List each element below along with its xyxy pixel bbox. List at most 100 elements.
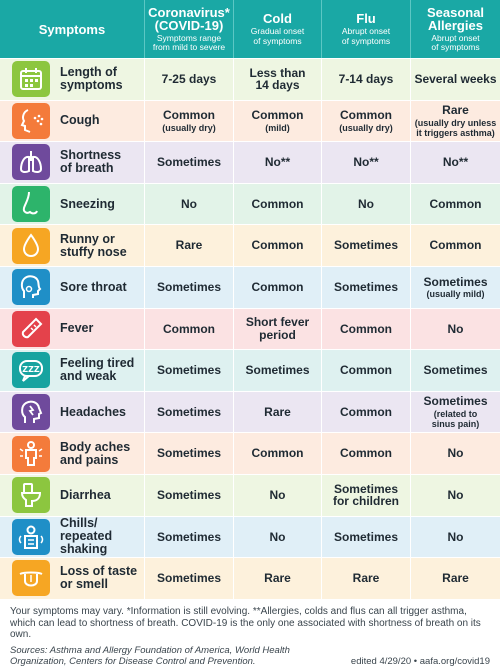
header-symptoms: Symptoms [0, 0, 145, 58]
symptom-label: Loss of taste or smell [60, 564, 138, 592]
header-flu: Flu Abrupt onset of symptoms [322, 0, 411, 58]
table-row-body-aches-and-pains: Body aches and pains Sometimes Common Commo… [0, 433, 500, 475]
value-cell: No [322, 183, 411, 225]
table-row-shortness-of-breath: Shortness of breath Sometimes No** No** No** [0, 142, 500, 184]
value-text: Common [340, 108, 392, 123]
calendar-icon [12, 61, 50, 98]
value-text: Rare [264, 404, 291, 419]
value-text: No [181, 196, 197, 211]
value-text: Common [251, 196, 304, 211]
value-cell: Sometimes [322, 266, 411, 308]
table-row-sore-throat: Sore throat Sometimes Common Sometimes Somet… [0, 266, 500, 309]
value-cell: Common [234, 266, 322, 308]
value-cell: 7-25 days [145, 59, 234, 100]
value-cell: Common (usually dry) [322, 100, 411, 142]
footer: Your symptoms may vary. *Information is … [0, 600, 500, 671]
header-coronavirus-covid-19: Coronavirus* (COVID-19) Symptoms range fr… [145, 0, 234, 58]
value-text: Sometimes [156, 363, 222, 378]
symptom-label: Sneezing [60, 196, 115, 211]
value-cell: Sometimes [145, 142, 234, 183]
value-text: Common [251, 108, 304, 123]
value-cell: Sometimes for children [322, 474, 411, 516]
value-text: Sometimes [423, 363, 488, 378]
value-cell: Common [234, 433, 322, 474]
value-text: Common [340, 363, 392, 378]
symptom-cell: Sore throat [0, 266, 145, 308]
value-cell: No** [234, 142, 322, 183]
table-row-chills-repeated-shaking: Chills/ repeated shaking Sometimes No Somet… [0, 516, 500, 559]
value-cell: Common [411, 225, 500, 266]
value-cell: Common [411, 184, 500, 225]
header-cold: Cold Gradual onset of symptoms [234, 0, 322, 58]
value-text: Rare [352, 571, 380, 586]
value-cell: Sometimes [322, 516, 411, 558]
value-text: Sometimes [333, 529, 399, 544]
value-text: Rare [442, 103, 469, 118]
value-cell: No [411, 433, 500, 474]
value-cell: Sometimes [145, 350, 234, 391]
lungs-icon [12, 144, 50, 181]
value-text: Rare [442, 571, 469, 586]
value-text: Rare [175, 238, 203, 253]
value-cell: Sometimes (usually mild) [411, 267, 500, 308]
value-text: No [447, 529, 464, 544]
value-cell: Sometimes [411, 350, 500, 391]
value-text: Common [340, 321, 392, 336]
droplet-icon [12, 227, 50, 264]
value-note: (mild) [265, 122, 290, 133]
symptom-label: Shortness of breath [60, 148, 122, 176]
symptom-label: Body aches and pains [60, 439, 131, 467]
symptom-cell: Loss of taste or smell [0, 558, 145, 599]
value-text: Short fever period [245, 315, 310, 342]
value-cell: Sometimes (related to sinus pain) [411, 392, 500, 433]
symptom-cell: Shortness of breath [0, 142, 145, 183]
body-aches-icon [12, 435, 50, 472]
value-cell: Several weeks [411, 59, 500, 100]
edited-date: edited 4/29/20 • aafa.org/covid19 [350, 655, 490, 667]
value-text: No** [353, 155, 379, 170]
value-cell: Sometimes [145, 433, 234, 474]
value-note: (usually dry) [339, 122, 393, 133]
value-cell: Short fever period [234, 308, 322, 350]
value-text: Common [251, 446, 304, 461]
symptom-cell: Cough [0, 100, 145, 142]
value-cell: Less than 14 days [234, 59, 322, 100]
value-cell: No [411, 517, 500, 558]
value-cell: Rare [234, 391, 322, 433]
thermometer-icon [12, 310, 50, 347]
symptom-cell: Fever [0, 308, 145, 350]
value-text: Common [340, 446, 392, 461]
value-text: 7-14 days [338, 72, 394, 87]
value-text: Sometimes [423, 274, 488, 289]
value-note: (usually dry) [162, 122, 216, 133]
value-text: No [269, 487, 286, 502]
value-note: (usually mild) [426, 289, 485, 300]
table-row-length-of-symptoms: Length of symptoms 7-25 days Less than 14 … [0, 59, 500, 101]
symptom-cell: Runny or stuffy nose [0, 225, 145, 266]
table-header: Symptoms Coronavirus* (COVID-19) Symptoms … [0, 0, 500, 58]
throat-icon [12, 269, 50, 306]
value-cell: Common [322, 308, 411, 350]
value-cell: No [234, 474, 322, 516]
symptom-label: Length of symptoms [60, 65, 123, 93]
value-cell: Sometimes [145, 558, 234, 599]
symptom-label: Runny or stuffy nose [60, 231, 127, 259]
value-cell: Sometimes [322, 225, 411, 266]
value-cell: Sometimes [234, 350, 322, 391]
symptom-label: Chills/ repeated shaking [60, 516, 113, 557]
value-cell: No [234, 516, 322, 558]
symptom-label: Diarrhea [60, 487, 111, 502]
svg-text:ZZZ: ZZZ [22, 365, 40, 374]
value-cell: Rare [411, 558, 500, 599]
value-text: No** [264, 155, 291, 170]
chills-icon [12, 518, 50, 555]
value-cell: Rare [234, 558, 322, 599]
table-row-feeling-tired-and-weak: ZZZ Feeling tired and weak Sometimes Someti… [0, 350, 500, 392]
value-cell: No** [322, 142, 411, 183]
symptom-label: Headaches [60, 404, 127, 419]
header-title: Flu [356, 11, 376, 26]
value-text: No [447, 487, 464, 502]
value-cell: Common [145, 308, 234, 350]
header-subtitle: Abrupt onset of symptoms [431, 32, 480, 52]
